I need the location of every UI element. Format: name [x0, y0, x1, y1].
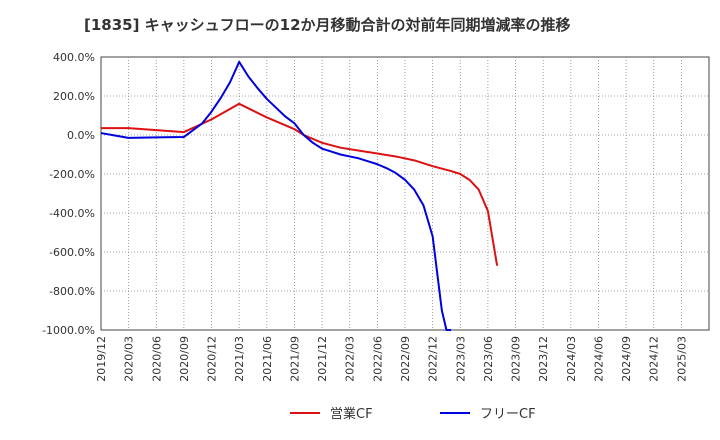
series-lines	[100, 60, 499, 331]
y-tick-label: -200.0%	[49, 168, 95, 181]
x-tick-label: 2024/12	[648, 336, 661, 382]
x-tick-label: 2023/06	[482, 336, 495, 382]
x-tick-label: 2023/03	[454, 336, 467, 382]
x-tick-label: 2020/12	[206, 336, 219, 382]
legend-label-2: フリーCF	[480, 407, 536, 422]
x-tick-label: 2023/09	[510, 336, 523, 382]
vertical-gridlines	[128, 57, 682, 330]
x-axis: 2019/12 2020/03 2020/06 2020/09 2020/12 2021/…	[95, 336, 688, 382]
x-tick-label: 2020/09	[178, 336, 191, 382]
y-tick-label: -800.0%	[49, 285, 95, 298]
x-tick-label: 2020/03	[123, 336, 136, 382]
x-tick-label: 2022/06	[371, 336, 384, 382]
x-tick-label: 2023/12	[537, 336, 550, 382]
x-tick-label: 2019/12	[95, 336, 108, 382]
x-tick-label: 2022/03	[344, 336, 357, 382]
x-tick-label: 2021/06	[261, 336, 274, 382]
legend-label-1: 営業CF	[330, 406, 373, 422]
y-axis: 400.0% 200.0% 0.0% -200.0% -400.0% -600.0% -80…	[42, 51, 95, 337]
x-tick-label: 2024/09	[620, 336, 633, 382]
x-tick-label: 2022/09	[399, 336, 412, 382]
x-tick-label: 2020/06	[150, 336, 163, 382]
chart-title: [1835] キャッシュフローの12か月移動合計の対前年同期増減率の推移	[84, 16, 571, 34]
y-tick-label: 400.0%	[53, 51, 95, 64]
horizontal-gridlines	[101, 95, 709, 292]
x-tick-label: 2021/03	[233, 336, 246, 382]
y-tick-label: 0.0%	[67, 129, 95, 142]
x-tick-label: 2022/12	[427, 336, 440, 382]
x-tick-label: 2024/06	[592, 336, 605, 382]
x-tick-label: 2025/03	[675, 336, 688, 382]
series-line-2	[100, 60, 452, 331]
y-tick-label: -600.0%	[49, 246, 95, 259]
legend: 営業CF フリーCF	[290, 406, 536, 422]
y-tick-label: -1000.0%	[42, 324, 95, 337]
y-tick-label: 200.0%	[53, 90, 95, 103]
y-tick-label: -400.0%	[49, 207, 95, 220]
plot-border	[100, 56, 710, 331]
plot-area	[100, 56, 710, 331]
x-tick-label: 2021/12	[316, 336, 329, 382]
x-tick-label: 2021/09	[288, 336, 301, 382]
x-tick-label: 2024/03	[565, 336, 578, 382]
